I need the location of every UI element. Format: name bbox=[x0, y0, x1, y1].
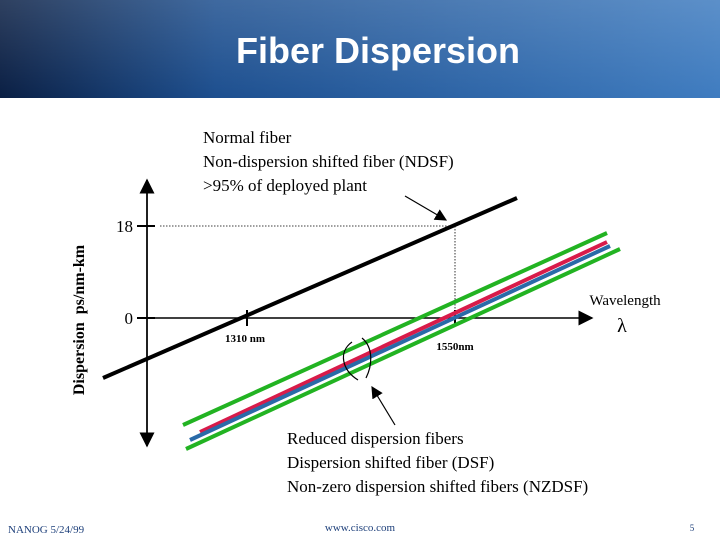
y-tick-label: 0 bbox=[125, 309, 134, 328]
y-axis-label: Dispersion ps/nm-km bbox=[71, 244, 88, 395]
arrow bbox=[404, 195, 448, 221]
note-line: Non-dispersion shifted fiber (NDSF) bbox=[203, 152, 454, 171]
slide-title: Fiber Dispersion bbox=[236, 30, 520, 71]
note-line: Non-zero dispersion shifted fibers (NZDS… bbox=[287, 477, 588, 496]
y-tick-label: 18 bbox=[116, 217, 133, 236]
note-line: >95% of deployed plant bbox=[203, 176, 367, 195]
note-line: Reduced dispersion fibers bbox=[287, 429, 464, 448]
nzdsf-line bbox=[189, 244, 611, 442]
ndsf-line bbox=[102, 196, 518, 380]
bracket bbox=[342, 341, 359, 381]
page-number: 5 bbox=[690, 523, 695, 533]
note-line: Dispersion shifted fiber (DSF) bbox=[287, 453, 494, 472]
x-axis-label: Wavelength bbox=[589, 293, 661, 309]
arrow bbox=[371, 385, 396, 426]
x-tick-label: 1550nm bbox=[436, 341, 473, 353]
header-shine bbox=[0, 0, 720, 98]
bracket bbox=[361, 337, 372, 379]
note-line: Normal fiber bbox=[203, 128, 292, 147]
x-axis-symbol: λ bbox=[617, 315, 627, 337]
nzdsf-line bbox=[182, 231, 608, 427]
dsf-line bbox=[199, 240, 608, 434]
nzdsf-line bbox=[185, 247, 621, 451]
footer-left: NANOG 5/24/99 bbox=[8, 524, 85, 536]
x-tick-label: 1310 nm bbox=[225, 333, 265, 345]
footer-center: www.cisco.com bbox=[325, 522, 396, 534]
